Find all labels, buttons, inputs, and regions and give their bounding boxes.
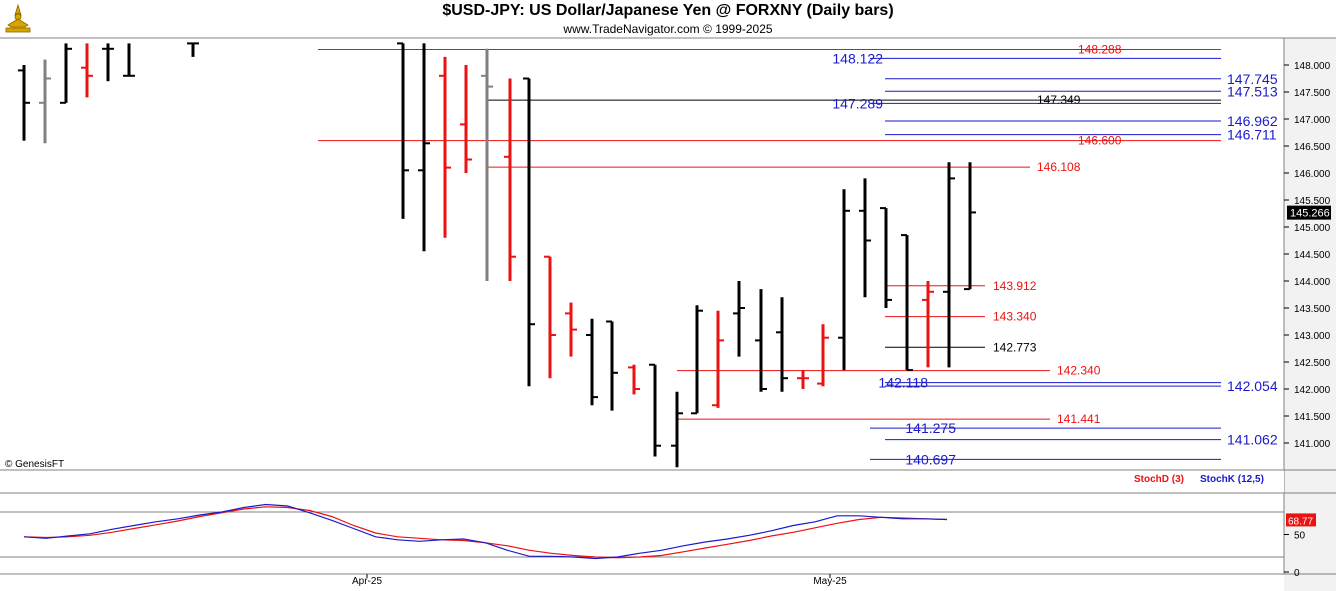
- genesis-compass-logo-icon: [3, 3, 33, 35]
- stoch-axis-tick-label: 50: [1294, 531, 1306, 542]
- level-label-143.340: 143.340: [993, 310, 1037, 324]
- watermark-text: © GenesisFT: [5, 459, 64, 470]
- x-axis-tick-label: May-25: [813, 576, 847, 587]
- last-price-label: 145.266: [1290, 208, 1330, 220]
- stoch-current-value: 68.77: [1288, 516, 1313, 527]
- ohlc-bar: [102, 43, 114, 82]
- ohlc-bar: [187, 42, 199, 57]
- ohlc-bar: [691, 305, 703, 415]
- ohlc-bar: [943, 162, 955, 368]
- stoch-current-badge: [1286, 513, 1316, 527]
- price-axis-tick-label: 141.000: [1294, 439, 1331, 450]
- stoch-line-d: [23, 506, 948, 559]
- price-axis-tick-label: 142.000: [1294, 385, 1331, 396]
- ohlc-bar: [586, 318, 598, 406]
- level-label-140.697: 140.697: [905, 451, 956, 467]
- level-label-141.441: 141.441: [1057, 412, 1101, 426]
- ohlc-bar: [901, 234, 913, 372]
- ohlc-bar: [81, 43, 93, 98]
- level-label-147.745: 147.745: [1227, 71, 1278, 87]
- level-label-143.912: 143.912: [993, 279, 1037, 293]
- ohlc-bar: [922, 281, 934, 368]
- ohlc-bar: [628, 364, 640, 395]
- level-label-147.349: 147.349: [1037, 93, 1081, 107]
- stoch-legend-k: StochK (12,5): [1200, 474, 1264, 485]
- ohlc-bar: [838, 189, 850, 371]
- price-axis-tick-label: 146.000: [1294, 169, 1331, 180]
- ohlc-bar: [418, 43, 430, 252]
- price-axis-tick-label: 144.500: [1294, 250, 1331, 261]
- ohlc-bar: [565, 302, 577, 357]
- price-axis-tick-label: 143.500: [1294, 304, 1331, 315]
- level-label-147.513: 147.513: [1227, 83, 1278, 99]
- ohlc-bar: [649, 363, 661, 457]
- price-axis-tick-label: 147.000: [1294, 115, 1331, 126]
- level-label-141.062: 141.062: [1227, 432, 1278, 448]
- ohlc-bar: [817, 324, 829, 387]
- ohlc-bar: [733, 281, 745, 357]
- price-axis-tick-label: 148.000: [1294, 61, 1331, 72]
- ohlc-bar: [523, 77, 535, 387]
- last-price-badge: [1287, 205, 1331, 220]
- price-axis-tick-label: 145.000: [1294, 223, 1331, 234]
- price-axis-tick-label: 146.500: [1294, 142, 1331, 153]
- ohlc-bar: [60, 43, 72, 104]
- price-axis-tick-label: 147.500: [1294, 88, 1331, 99]
- chart-subtitle: www.TradeNavigator.com © 1999-2025: [563, 22, 773, 36]
- stoch-line-k: [23, 503, 948, 560]
- level-label-146.600: 146.600: [1078, 134, 1122, 148]
- ohlc-bar: [712, 310, 724, 408]
- ohlc-bar: [797, 370, 809, 389]
- level-label-147.289: 147.289: [832, 95, 883, 111]
- level-label-142.773: 142.773: [993, 340, 1037, 354]
- ohlc-bar: [859, 178, 871, 298]
- ohlc-bar: [671, 391, 683, 468]
- price-axis-tick-label: 144.000: [1294, 277, 1331, 288]
- level-label-146.962: 146.962: [1227, 113, 1278, 129]
- level-label-142.340: 142.340: [1057, 364, 1101, 378]
- stoch-legend-d: StochD (3): [1134, 474, 1184, 485]
- ohlc-bar: [18, 65, 30, 141]
- ohlc-bar: [964, 162, 976, 291]
- ohlc-bar: [439, 56, 451, 238]
- ohlc-bar: [397, 42, 409, 219]
- level-label-142.118: 142.118: [878, 375, 928, 391]
- price-axis-background: [1284, 38, 1336, 591]
- ohlc-bar: [880, 207, 892, 308]
- ohlc-bar: [39, 59, 51, 144]
- price-axis-tick-label: 143.000: [1294, 331, 1331, 342]
- x-axis-tick-label: Apr-25: [352, 576, 382, 587]
- price-axis-tick-label: 141.500: [1294, 412, 1331, 423]
- chart-title: $USD-JPY: US Dollar/Japanese Yen @ FORXN…: [442, 2, 894, 19]
- stoch-axis-tick-label: 0: [1294, 568, 1300, 579]
- ohlc-bar: [460, 65, 472, 173]
- ohlc-bar: [481, 48, 493, 281]
- level-label-148.288: 148.288: [1078, 42, 1122, 56]
- ohlc-bar: [606, 320, 618, 411]
- panel-gap: [0, 470, 1284, 493]
- price-axis-tick-label: 145.500: [1294, 196, 1331, 207]
- ohlc-bar: [123, 43, 135, 77]
- ohlc-bar: [544, 255, 556, 379]
- level-label-141.275: 141.275: [905, 420, 956, 436]
- ohlc-bar: [776, 297, 788, 392]
- level-label-146.711: 146.711: [1227, 127, 1277, 143]
- ohlc-bar: [504, 78, 516, 281]
- level-label-142.054: 142.054: [1227, 378, 1278, 394]
- ohlc-bar: [755, 289, 767, 392]
- price-axis-tick-label: 142.500: [1294, 358, 1331, 369]
- level-label-148.122: 148.122: [832, 50, 883, 66]
- level-label-146.108: 146.108: [1037, 160, 1081, 174]
